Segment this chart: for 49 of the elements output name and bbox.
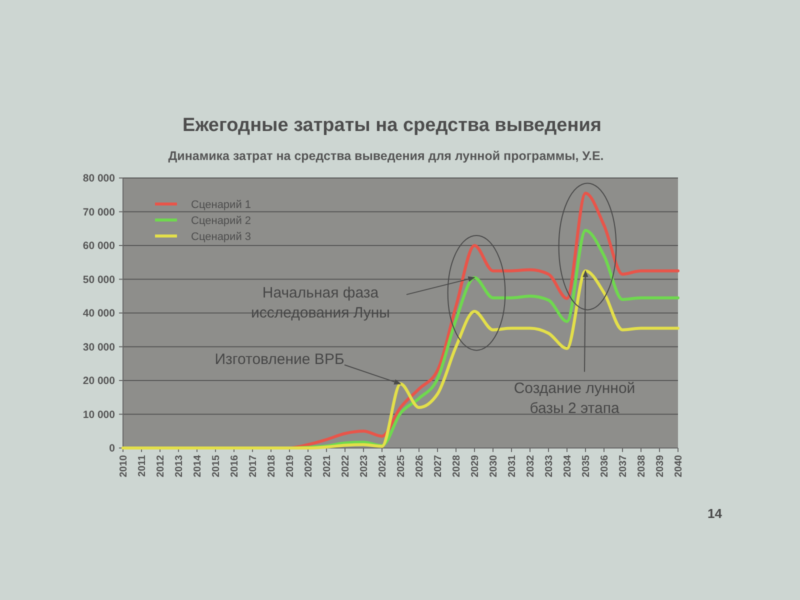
annotation: Изготовление ВРБ <box>214 350 344 368</box>
x-tick-label: 2022 <box>340 454 352 478</box>
x-tick-label: 2021 <box>322 454 333 478</box>
x-tick-label: 2011 <box>137 454 148 477</box>
x-tick-label: 2036 <box>600 454 610 478</box>
x-tick-label: 2037 <box>618 454 629 478</box>
x-tick-label: 2012 <box>156 454 166 478</box>
text: 14 <box>708 506 723 521</box>
y-tick-label: 0 <box>109 442 116 455</box>
x-tick-label: 2026 <box>414 454 426 478</box>
legend-label: Сценарий 1 <box>191 198 252 211</box>
x-tick-label: 2034 <box>562 454 574 478</box>
x-tick-label: 2015 <box>211 454 222 478</box>
y-tick-label: 70 000 <box>82 206 116 218</box>
y-tick-label: 30 000 <box>82 341 116 354</box>
x-tick-label: 2016 <box>230 454 240 478</box>
x-tick-label: 2038 <box>636 454 648 478</box>
x-tick-label: 2019 <box>285 454 296 478</box>
y-tick-label: 80 000 <box>82 172 116 185</box>
x-tick-label: 2014 <box>192 454 204 478</box>
x-tick-label: 2028 <box>452 454 462 478</box>
chart-subtitle: Динамика затрат на средства выведения для лунной программы, У.Е. <box>168 149 604 163</box>
x-tick-label: 2031 <box>507 454 518 478</box>
annotation: Начальная фаза исследования Луны <box>251 284 390 322</box>
x-tick-label: 2010 <box>118 454 130 478</box>
chart-title: Ежегодные затраты на средства выведения <box>182 115 602 136</box>
x-tick-label: 2039 <box>655 454 666 478</box>
y-tick-label: 50 000 <box>82 274 116 286</box>
x-tick-label: 2023 <box>359 454 370 478</box>
x-tick-label: 2033 <box>544 454 555 478</box>
x-tick-label: 2013 <box>174 454 185 478</box>
x-tick-label: 2020 <box>304 454 314 478</box>
legend-label: Сценарий 3 <box>191 230 252 243</box>
x-tick-label: 2025 <box>396 454 407 478</box>
annotation: Создание лунной базы 2 этапа <box>514 380 636 417</box>
y-tick-label: 40 000 <box>82 308 116 320</box>
y-tick-label: 20 000 <box>82 375 116 388</box>
x-tick-label: 2024 <box>378 454 388 478</box>
x-tick-label: 2017 <box>248 454 259 478</box>
x-tick-label: 2032 <box>526 454 536 478</box>
x-tick-label: 2035 <box>581 454 592 478</box>
x-tick-label: 2040 <box>674 454 684 478</box>
x-tick-label: 2027 <box>433 454 444 478</box>
x-tick-label: 2030 <box>488 454 500 478</box>
y-tick-label: 60 000 <box>82 240 116 252</box>
y-tick-label: 10 000 <box>82 408 116 421</box>
x-tick-label: 2018 <box>266 454 278 478</box>
x-tick-label: 2029 <box>470 454 481 478</box>
legend-label: Сценарий 2 <box>191 214 252 227</box>
